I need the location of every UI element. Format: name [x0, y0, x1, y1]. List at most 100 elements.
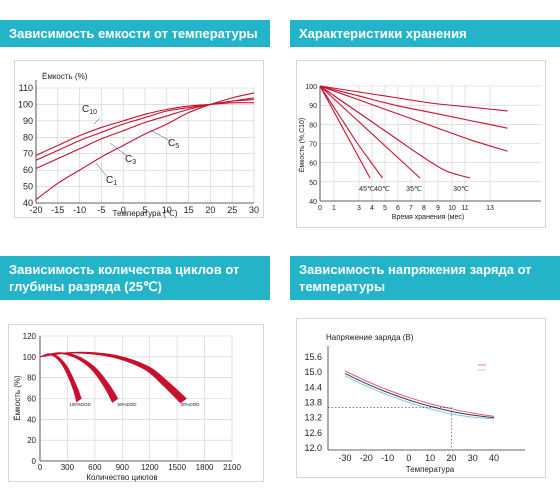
series-band-30pct-dod	[39, 351, 187, 404]
y-tick-label: 100	[18, 99, 33, 109]
x-tick-label: 4	[370, 205, 374, 212]
y-axis-label: Ёмкость (%)	[13, 375, 22, 421]
x-tick-label: 8	[422, 205, 426, 212]
chart-frame	[296, 60, 546, 228]
x-tick-label: 1500	[168, 463, 186, 472]
y-tick-label: 80	[309, 122, 317, 129]
chart-frame	[8, 324, 264, 482]
y-tick-label: 20	[27, 436, 36, 445]
x-tick-label: 13	[486, 205, 494, 212]
y-tick-label: 60	[23, 165, 33, 175]
chart-title: Напряжение заряда (В)	[326, 333, 414, 342]
x-tick-label: -10	[73, 205, 86, 215]
y-tick-label: 40	[309, 199, 317, 206]
leader-line	[149, 129, 173, 143]
x-tick-label: 9	[436, 205, 440, 212]
x-axis-label: Температура (℃)	[113, 209, 178, 218]
series-line-voltage-2	[344, 375, 495, 420]
panel-header-voltage: Зависимость напряжения заряда от темпера…	[290, 256, 560, 300]
x-tick-label: 15	[184, 205, 194, 215]
x-tick-label: 30	[468, 453, 478, 463]
chart-frame	[14, 60, 264, 218]
x-tick-label: -5	[97, 205, 105, 215]
x-tick-label: 6	[396, 205, 400, 212]
x-tick-label: 1	[332, 205, 336, 212]
y-tick-label: 90	[23, 116, 33, 126]
y-tick-label: 60	[27, 395, 36, 404]
x-tick-label: 10	[425, 453, 435, 463]
x-tick-label: 5	[142, 205, 147, 215]
y-tick-label: 15.6	[304, 352, 322, 362]
x-tick-label: 2100	[223, 463, 241, 472]
series-line-storage-4	[319, 85, 508, 152]
x-tick-label: 900	[116, 463, 130, 472]
series-line-40c	[319, 85, 383, 179]
leader-line	[95, 162, 109, 179]
y-tick-label: 14.4	[304, 382, 322, 392]
x-tick-label: 10	[448, 205, 456, 212]
x-tick-label: 0	[121, 205, 126, 215]
y-tick-label: 40	[27, 415, 36, 424]
x-tick-label: 3	[357, 205, 361, 212]
x-tick-label: -30	[338, 453, 351, 463]
y-tick-label: 110	[19, 83, 33, 93]
x-tick-label: 300	[61, 463, 75, 472]
series-line-storage-6	[319, 85, 508, 112]
curve-label: C1	[106, 175, 117, 187]
panel-title: Зависимость количества циклов от глубины…	[9, 262, 240, 294]
x-tick-label: 600	[88, 463, 102, 472]
curve-label: 40℃	[374, 186, 390, 193]
leader-line	[93, 117, 101, 125]
y-tick-label: 0	[32, 457, 37, 466]
panel-title: Зависимость напряжения заряда от темпера…	[299, 262, 532, 294]
y-tick-label: 120	[23, 332, 37, 341]
y-tick-label: 90	[309, 103, 317, 110]
x-axis-label: Количество циклов	[86, 473, 157, 482]
curve-label: C5	[168, 138, 179, 150]
panel-header-cycles: Зависимость количества циклов от глубины…	[0, 256, 270, 300]
y-tick-label: 60	[309, 161, 317, 168]
y-tick-label: 70	[23, 149, 33, 159]
series-line-c3	[35, 97, 255, 170]
y-axis-label: Ёмкость (%,С10)	[298, 118, 306, 173]
series-line-voltage-1	[344, 372, 495, 419]
y-tick-label: 40	[23, 198, 33, 208]
x-tick-label: 0	[406, 453, 411, 463]
x-axis-label: Температура	[406, 465, 455, 474]
panel-title: Характеристики хранения	[299, 26, 467, 41]
curve-label: 50%DOD	[117, 402, 137, 407]
series-band-100pct-dod	[39, 353, 82, 403]
leader-line	[109, 142, 128, 157]
x-tick-label: -20	[29, 205, 42, 215]
x-tick-label: 0	[318, 205, 322, 212]
y-tick-label: 100	[305, 84, 317, 91]
series-line-voltage-0	[344, 370, 495, 417]
series-line-30c	[319, 85, 471, 179]
x-tick-label: 7	[409, 205, 413, 212]
x-tick-label: -20	[360, 453, 373, 463]
x-tick-label: 1200	[141, 463, 159, 472]
y-tick-label: 70	[309, 142, 317, 149]
curve-label: 35℃	[406, 186, 422, 193]
series-line-c1	[35, 92, 255, 201]
x-axis-label: Время хранения (мес)	[392, 214, 464, 221]
curve-label: 30℃	[453, 186, 469, 193]
series-band-50pct-dod	[39, 352, 119, 403]
y-axis-label: Ёмкость (%)	[42, 72, 88, 81]
x-tick-label: 20	[446, 453, 456, 463]
y-tick-label: 12.6	[304, 428, 322, 438]
y-tick-label: 12.0	[304, 443, 322, 453]
y-tick-label: 80	[27, 374, 36, 383]
curve-label: C3	[125, 154, 136, 166]
x-tick-label: 5	[383, 205, 387, 212]
y-tick-label: 50	[23, 182, 33, 192]
x-tick-label: 0	[38, 463, 43, 472]
x-tick-label: 25	[227, 205, 237, 215]
panel-header-storage: Характеристики хранения	[290, 20, 560, 47]
x-tick-label: 10	[162, 205, 172, 215]
curve-label: 45℃	[359, 186, 375, 193]
